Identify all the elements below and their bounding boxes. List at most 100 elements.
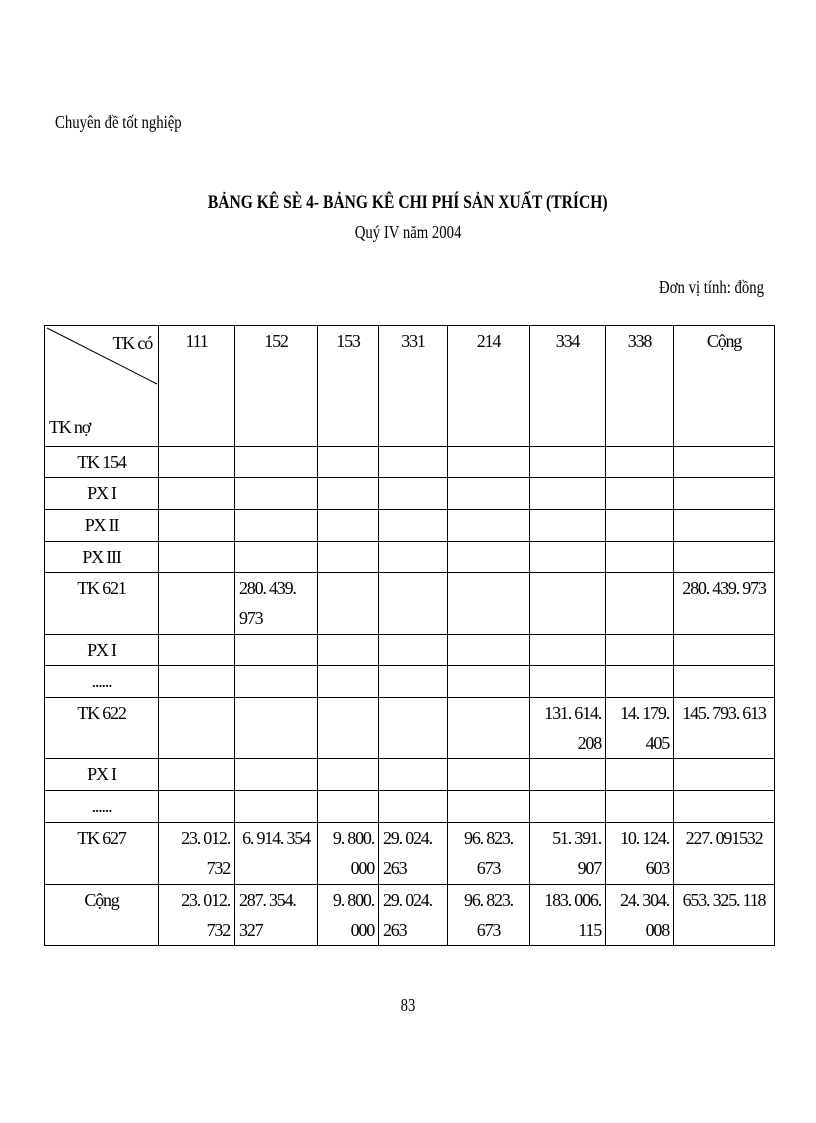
table-cell: [605, 541, 674, 573]
table-cell: [158, 477, 235, 510]
table-cell: [529, 509, 606, 542]
table-cell: [605, 572, 674, 635]
corner-cell: TK có TK nợ: [44, 325, 159, 447]
table-cell: [673, 541, 775, 573]
table-cell: [317, 634, 379, 666]
column-header: Cộng: [673, 325, 775, 447]
running-header: Chuyên đề tốt nghiệp: [55, 112, 209, 133]
table-row: TK 154: [44, 446, 775, 478]
table-cell: [317, 446, 379, 478]
table-cell: [529, 790, 606, 823]
table-cell: 131. 614. 208: [529, 697, 606, 759]
table-row: TK 622 131. 614. 208 14. 179. 405 145. 793.…: [44, 697, 775, 759]
column-header: 152: [234, 325, 318, 447]
table-cell: [529, 446, 606, 478]
table-cell: [673, 634, 775, 666]
table-row: PX III: [44, 541, 775, 573]
table-cell: [447, 758, 530, 791]
table-cell: [673, 509, 775, 542]
table-cell: [529, 665, 606, 698]
table-cell: [529, 572, 606, 635]
table-cell: [378, 572, 448, 635]
table-row: ......: [44, 665, 775, 698]
table-cell: [605, 477, 674, 510]
table-row: TK 627 23. 012. 732 6. 914. 354 9. 800. 000…: [44, 822, 775, 885]
table-cell: [605, 634, 674, 666]
column-header: 214: [447, 325, 530, 447]
table-header-row: TK có TK nợ 111 152 153 331 214 334 338 Cộng: [44, 325, 775, 447]
table-cell: [158, 758, 235, 791]
subtitle-text: Quý IV năm 2004: [354, 222, 462, 242]
row-label: ......: [44, 665, 159, 698]
row-label: TK 154: [44, 446, 159, 478]
table-cell: [317, 790, 379, 823]
table-cell: [317, 477, 379, 510]
row-label: TK 627: [44, 822, 159, 885]
row-label: PX II: [44, 509, 159, 542]
table-cell: [234, 665, 318, 698]
table-row: TK 621 280. 439. 973 280. 439. 973: [44, 572, 775, 635]
table-cell: [234, 790, 318, 823]
table-cell: [605, 665, 674, 698]
document-subtitle: Quý IV năm 2004: [0, 222, 816, 243]
table-cell: [234, 446, 318, 478]
table-cell: [317, 697, 379, 759]
table-row: ......: [44, 790, 775, 823]
column-header: 334: [529, 325, 606, 447]
table-cell: [447, 572, 530, 635]
table-cell: [317, 572, 379, 635]
row-label: ......: [44, 790, 159, 823]
diagonal-line: [46, 327, 158, 385]
table-cell: [158, 446, 235, 478]
table-row: PX I: [44, 758, 775, 791]
table-cell: [605, 509, 674, 542]
table-cell: [529, 634, 606, 666]
table-cell: [378, 758, 448, 791]
table-cell: [158, 541, 235, 573]
table-cell: [317, 541, 379, 573]
table-cell: [158, 665, 235, 698]
table-cell: 287. 354. 327: [234, 884, 318, 946]
table-cell: 280. 439. 973: [234, 572, 318, 635]
table-cell: [378, 477, 448, 510]
table-cell: 227. 091532: [673, 822, 775, 885]
table-cell: [158, 509, 235, 542]
table-row: Cộng 23. 012. 732 287. 354. 327 9. 800. 000…: [44, 884, 775, 946]
table-row: PX I: [44, 477, 775, 510]
row-label: PX I: [44, 758, 159, 791]
page-number-text: 83: [400, 995, 416, 1015]
table-cell: [317, 509, 379, 542]
table-cell: [158, 634, 235, 666]
table-cell: [605, 790, 674, 823]
table-cell: [378, 634, 448, 666]
table-cell: 145. 793. 613: [673, 697, 775, 759]
table-cell: [447, 541, 530, 573]
table-cell: [158, 697, 235, 759]
table-cell: [317, 665, 379, 698]
table-cell: 96. 823. 673: [447, 884, 530, 946]
table-cell: [605, 758, 674, 791]
table-cell: [378, 446, 448, 478]
table-cell: [447, 634, 530, 666]
row-label: Cộng: [44, 884, 159, 946]
table-cell: [378, 541, 448, 573]
table-cell: [529, 541, 606, 573]
table-cell: 280. 439. 973: [673, 572, 775, 635]
table-cell: 96. 823. 673: [447, 822, 530, 885]
table-cell: [605, 446, 674, 478]
table-cell: 23. 012. 732: [158, 884, 235, 946]
table-cell: [447, 697, 530, 759]
table-cell: [158, 790, 235, 823]
table-cell: [673, 758, 775, 791]
unit-label: Đơn vị tính: đồng: [636, 277, 764, 298]
table-cell: [447, 790, 530, 823]
table-cell: [234, 697, 318, 759]
table-cell: [234, 634, 318, 666]
table-cell: [447, 509, 530, 542]
table-cell: 23. 012. 732: [158, 822, 235, 885]
table-cell: [673, 790, 775, 823]
table-cell: [447, 446, 530, 478]
table-cell: [529, 758, 606, 791]
table-cell: 653. 325. 118: [673, 884, 775, 946]
